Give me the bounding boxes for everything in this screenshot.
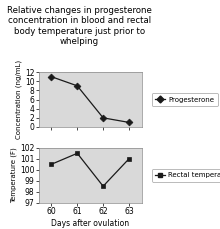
Legend: Rectal temperature: Rectal temperature <box>152 169 220 182</box>
Y-axis label: Temperature (F): Temperature (F) <box>11 147 17 203</box>
Text: Relative changes in progesterone
concentration in blood and rectal
body temperat: Relative changes in progesterone concent… <box>7 6 152 46</box>
X-axis label: Days after ovulation: Days after ovulation <box>51 219 129 228</box>
Legend: Progesterone: Progesterone <box>152 93 218 106</box>
Y-axis label: Concentration (ng/mL): Concentration (ng/mL) <box>15 60 22 139</box>
